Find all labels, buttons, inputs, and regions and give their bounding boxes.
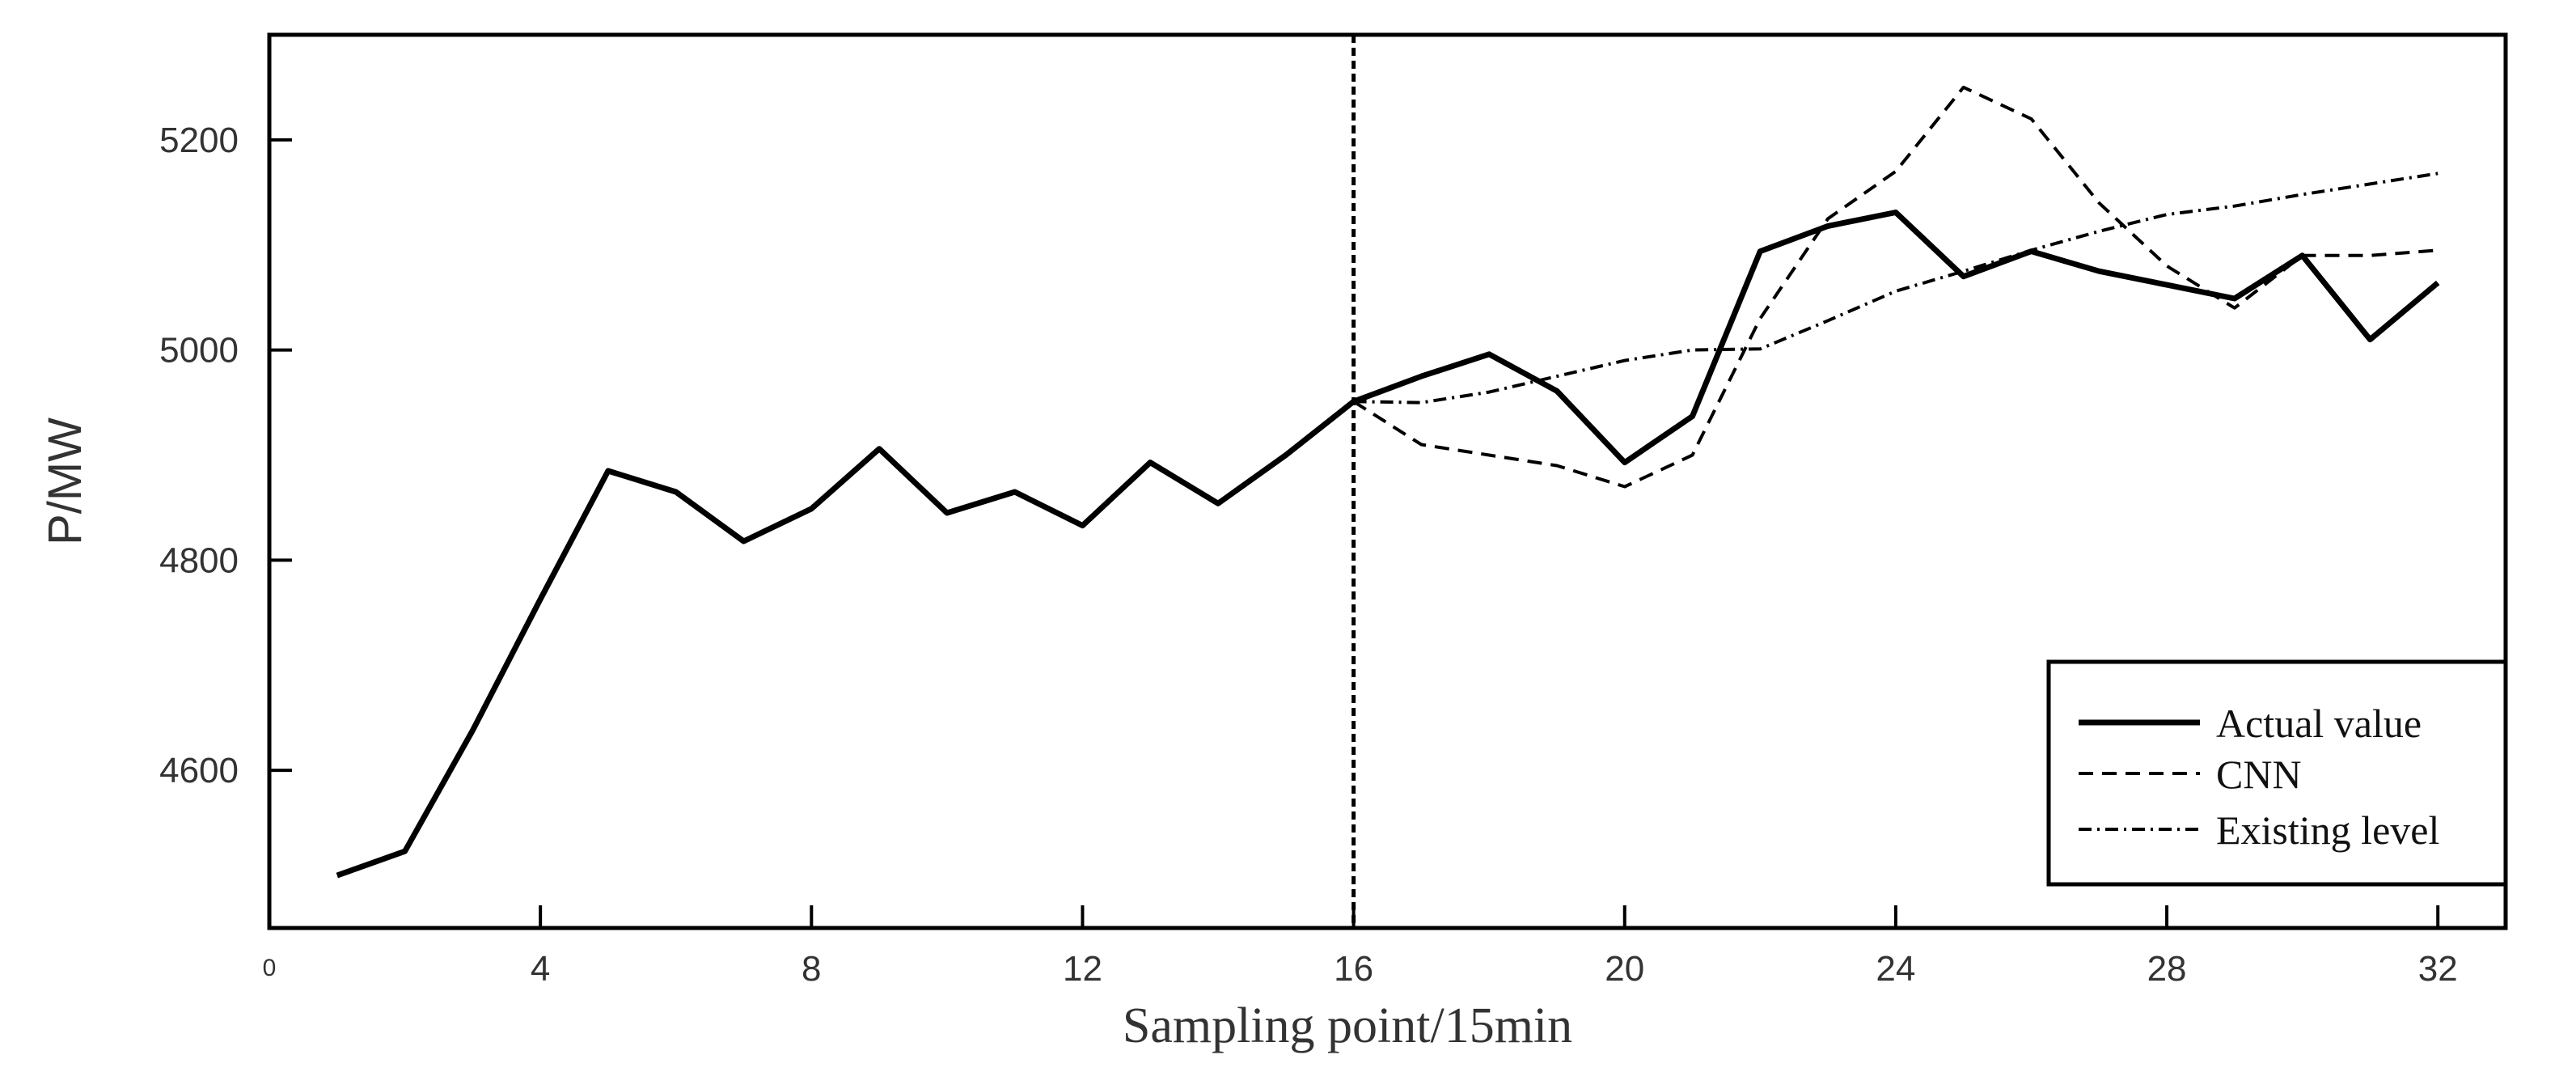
- y-tick-label: 4800: [159, 540, 239, 580]
- y-tick-label: 5200: [159, 121, 239, 160]
- series-line-cnn: [1352, 85, 2439, 489]
- x-axis-ticks: 0 4 8 12 16 20 24 28 32: [263, 905, 2458, 989]
- series-line-actual-value: [336, 210, 2440, 879]
- x-tick-label: 4: [531, 949, 550, 989]
- x-tick-label: 20: [1605, 949, 1644, 989]
- x-tick-label: 16: [1334, 949, 1373, 989]
- x-tick-label: 28: [2147, 949, 2187, 989]
- x-tick-label: 12: [1063, 949, 1102, 989]
- legend-label-existing-level: Existing level: [2216, 807, 2439, 853]
- x-tick-label: 8: [802, 949, 821, 989]
- x-tick-label: 24: [1876, 949, 1915, 989]
- series-layer: [336, 85, 2440, 879]
- y-tick-label: 5000: [159, 331, 239, 371]
- legend-label-actual-value: Actual value: [2216, 701, 2422, 746]
- y-axis-label: P/MW: [39, 417, 91, 545]
- x-tick-label: 0: [263, 955, 277, 981]
- x-axis-label: Sampling point/15min: [1123, 998, 1572, 1053]
- y-axis-ticks: 4600 4800 5000 5200: [159, 121, 292, 790]
- legend-label-cnn: CNN: [2216, 752, 2302, 797]
- x-tick-label: 32: [2418, 949, 2458, 989]
- y-tick-label: 4600: [159, 751, 239, 790]
- legend-box: [2046, 659, 2508, 887]
- legend: Actual value CNN Existing level: [2046, 659, 2508, 887]
- plot-frame: [267, 32, 2508, 930]
